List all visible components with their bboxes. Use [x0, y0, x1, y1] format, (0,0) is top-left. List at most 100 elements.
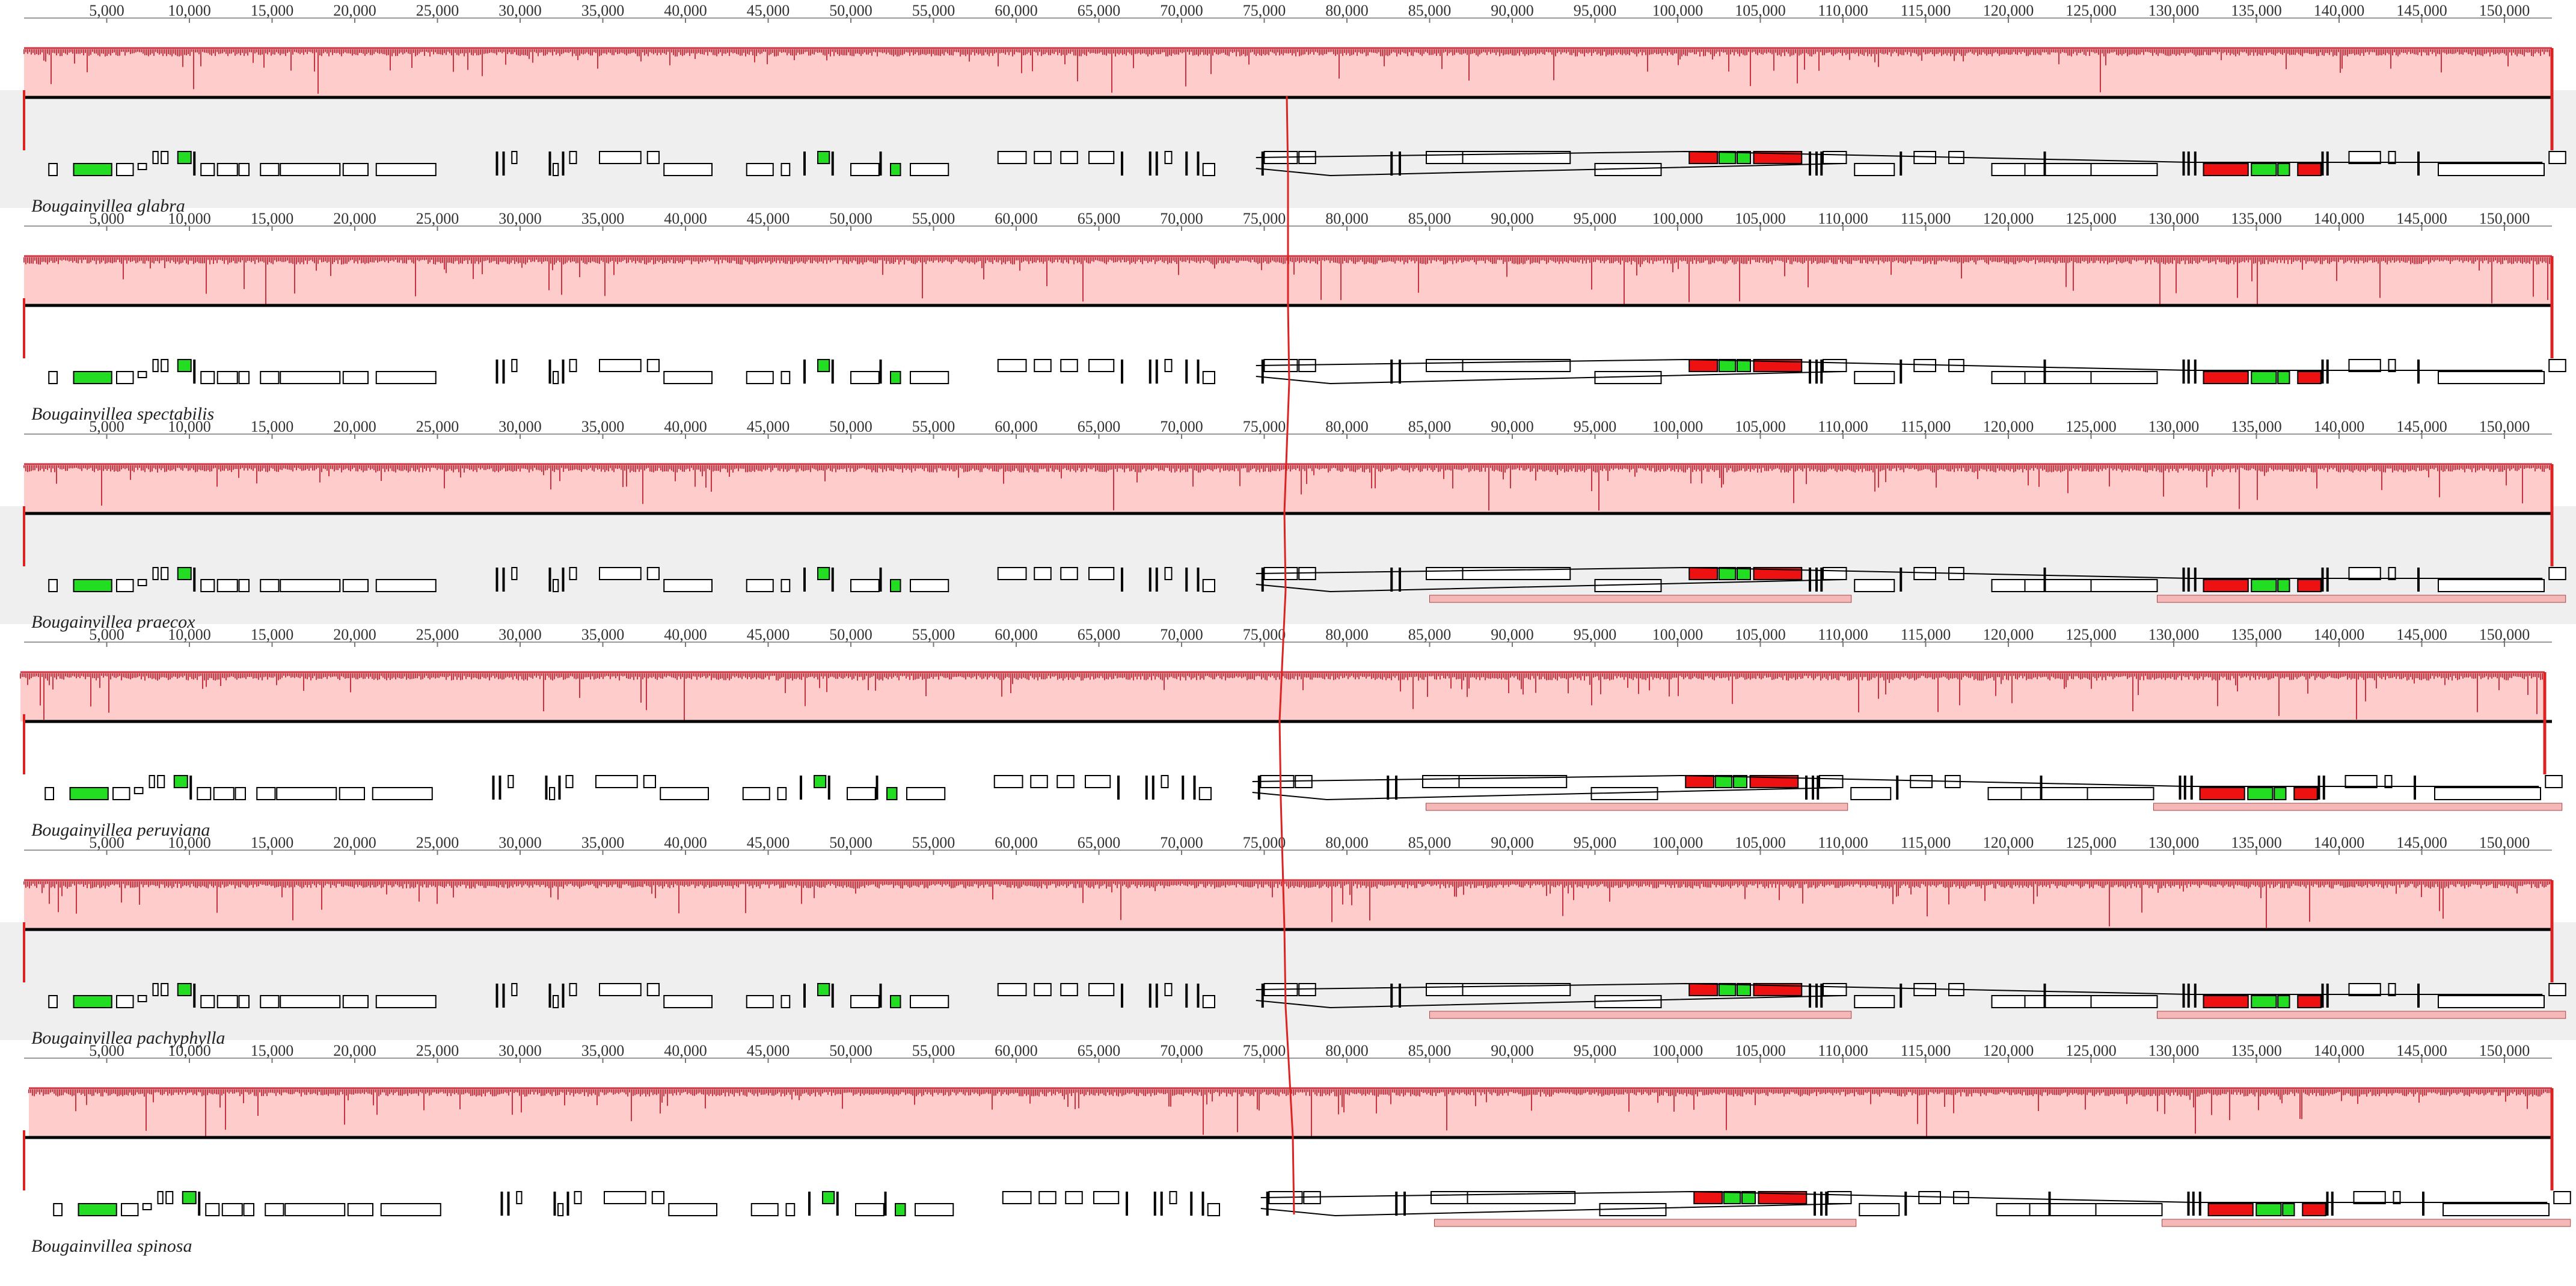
gene-block: [256, 787, 276, 800]
ruler-tick-label: 100,000: [1652, 834, 1704, 851]
genome-panel-2: 5,000 10,000 15,000 20,000 25,000 30,000 35,00…: [23, 210, 2566, 385]
ruler-tick-label: 40,000: [664, 626, 707, 643]
similarity-profile: [20, 672, 2545, 721]
gene-block: [152, 151, 159, 164]
gene-block: [216, 371, 238, 384]
ruler-tick-label: 120,000: [1983, 834, 2034, 851]
gene-block: [814, 775, 827, 788]
ruler-tick-label: 90,000: [1491, 834, 1534, 851]
gene-block: [1758, 1191, 1808, 1204]
genome-panel-1: 5,000 10,000 15,000 20,000 25,000 30,000 35,00…: [0, 2, 2576, 208]
ruler-tick-label: 70,000: [1160, 1042, 1203, 1059]
gene-block: [2438, 163, 2545, 176]
ruler-tick-label: 40,000: [664, 834, 707, 851]
ruler-tick-label: 15,000: [251, 834, 294, 851]
ruler-tick-label: 50,000: [829, 626, 872, 643]
gene-block: [142, 1203, 152, 1210]
ruler-tick-label: 100,000: [1652, 210, 1704, 227]
gene-block: [2029, 1203, 2097, 1216]
gene-block: [2388, 567, 2396, 580]
ruler-tick-label: 135,000: [2231, 834, 2282, 851]
gene-block: [342, 163, 369, 176]
ruler-tick-label: 35,000: [581, 2, 625, 19]
ruler-tick-label: 30,000: [498, 210, 542, 227]
ruler-tick-label: 10,000: [168, 626, 211, 643]
gene-block: [260, 579, 280, 592]
gene-block: [375, 995, 437, 1008]
ruler-tick-label: 10,000: [168, 1042, 211, 1059]
gene-block: [2553, 1191, 2571, 1204]
gene-block: [48, 995, 58, 1008]
ruler-tick-label: 50,000: [829, 834, 872, 851]
gene-block: [1918, 1191, 1941, 1204]
gene-block: [280, 579, 341, 592]
gene-block: [165, 1191, 174, 1204]
ruler-tick-label: 135,000: [2231, 1042, 2282, 1059]
gene-block: [1913, 359, 1936, 372]
gene-block: [2277, 371, 2290, 384]
junction-line: [1252, 774, 2539, 787]
gene-block: [380, 1203, 441, 1216]
gene-block: [1202, 995, 1215, 1008]
ruler-tick-label: 115,000: [1901, 210, 1951, 227]
gene-block: [910, 163, 949, 176]
gene-block: [2434, 787, 2541, 800]
gene-block: [746, 579, 774, 592]
gene-block: [2203, 995, 2249, 1008]
gene-block: [997, 359, 1027, 372]
gene-block: [1850, 787, 1892, 800]
gene-block: [1737, 151, 1751, 164]
ruler-tick-label: 10,000: [168, 2, 211, 19]
region-highlight: [1429, 1011, 1852, 1019]
ruler-tick-label: 30,000: [498, 2, 542, 19]
ruler-tick-label: 145,000: [2396, 626, 2447, 643]
gene-block: [1854, 371, 1895, 384]
ruler-tick-label: 55,000: [912, 2, 955, 19]
ruler-tick-label: 90,000: [1491, 2, 1534, 19]
gene-block: [260, 163, 280, 176]
ruler-tick-label: 60,000: [995, 834, 1038, 851]
gene-block: [2438, 371, 2545, 384]
ruler-tick-label: 35,000: [581, 418, 625, 435]
gene-block: [516, 1191, 523, 1204]
gene-block: [372, 787, 433, 800]
gene-block: [1913, 567, 1936, 580]
gene-block: [850, 995, 880, 1008]
ruler-tick-label: 100,000: [1652, 626, 1704, 643]
gene-block: [265, 1203, 284, 1216]
ruler-tick-label: 145,000: [2396, 1042, 2447, 1059]
ruler-tick-label: 70,000: [1160, 626, 1203, 643]
ruler-tick-label: 105,000: [1735, 418, 1786, 435]
gene-block: [569, 359, 577, 372]
ruler-tick-label: 145,000: [2396, 210, 2447, 227]
gene-block: [2393, 1191, 2401, 1204]
ruler-tick-label: 70,000: [1160, 418, 1203, 435]
gene-block: [1034, 359, 1052, 372]
ruler-tick-label: 140,000: [2314, 418, 2365, 435]
ruler-tick-label: 85,000: [1408, 418, 1452, 435]
gene-block: [2251, 163, 2277, 176]
gene-block: [855, 1203, 885, 1216]
ruler-tick-label: 25,000: [416, 626, 459, 643]
gene-block: [1088, 567, 1115, 580]
junction-line: [1256, 566, 2543, 579]
ruler-tick-label: 50,000: [829, 418, 872, 435]
ruler-tick-label: 150,000: [2479, 2, 2530, 19]
ruler-tick-label: 20,000: [333, 1042, 376, 1059]
gene-block: [243, 1203, 254, 1216]
genome-label-4: Bougainvillea peruviana: [31, 820, 210, 840]
gene-block: [161, 567, 169, 580]
gene-block: [2388, 151, 2396, 164]
gene-block: [2277, 579, 2290, 592]
gene-block: [2199, 787, 2245, 800]
junction-line: [1256, 163, 1844, 177]
similarity-trace: [23, 257, 2552, 305]
gene-block: [1823, 359, 1847, 372]
gene-block: [48, 579, 58, 592]
ruler-tick-label: 140,000: [2314, 1042, 2365, 1059]
ruler-tick-label: 110,000: [1818, 210, 1868, 227]
ruler-tick-label: 95,000: [1574, 626, 1617, 643]
ruler-tick-label: 135,000: [2231, 626, 2282, 643]
gene-block: [1718, 359, 1737, 372]
gene-block: [1085, 775, 1111, 788]
